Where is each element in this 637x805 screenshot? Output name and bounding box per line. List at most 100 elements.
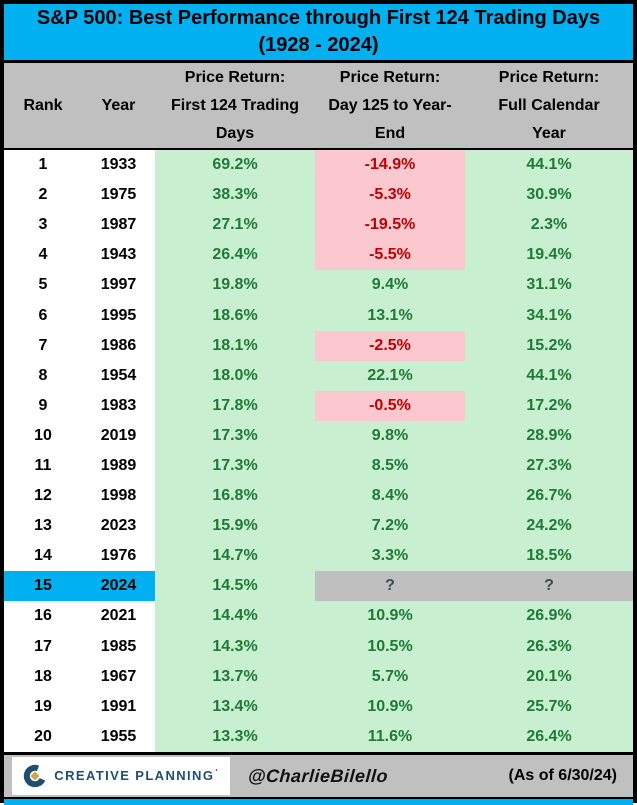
header-line: Year [532,124,566,142]
day-125-to-year-end-return-cell: 8.4% [315,481,465,512]
author-handle: @CharlieBilello [247,765,389,786]
page-title-subrange: (1928 - 2024) [258,34,379,56]
year-cell: 1989 [82,450,155,482]
day-125-to-year-end-return-cell: 9.4% [315,270,465,301]
column-header-year-label: Year [101,96,136,114]
rank-cell: 19 [4,691,82,722]
creative-planning-c-icon [24,764,47,788]
table-row: 9 1983 17.8% -0.5% 17.2% [4,390,633,421]
year-cell: 1954 [82,360,155,391]
year-cell: 1975 [82,180,155,211]
table-row: 2 1975 38.3% -5.3% 30.9% [4,180,633,211]
page-title: S&P 500: Best Performance through First … [36,7,601,29]
full-calendar-year-return-cell: 25.7% [465,691,633,722]
footer-band: CREATIVE PLANNING' @CharlieBilello (As o… [4,751,633,799]
first-124-days-return-cell: 69.2% [155,150,315,181]
full-calendar-year-return-cell: ? [465,571,633,602]
day-125-to-year-end-return-cell: 8.5% [315,450,465,482]
full-calendar-year-return-cell: 31.1% [465,270,633,301]
rank-cell: 1 [4,150,82,181]
first-124-days-return-cell: 14.3% [155,631,315,662]
year-cell: 1991 [82,691,155,722]
full-calendar-year-return-cell: 44.1% [465,150,633,181]
rank-cell: 15 [4,571,82,602]
year-cell: 2021 [82,601,155,632]
day-125-to-year-end-return-cell: -14.9% [315,150,465,181]
day-125-to-year-end-return-cell: 13.1% [315,300,465,331]
table-row: 7 1986 18.1% -2.5% 15.2% [4,330,633,361]
rank-cell: 7 [4,330,82,361]
header-line: Day 125 to Year- [328,96,452,114]
rank-cell: 3 [4,210,82,241]
title-band: S&P 500: Best Performance through First … [4,4,633,63]
first-124-days-return-cell: 18.0% [155,360,315,391]
first-124-days-return-cell: 17.8% [155,390,315,421]
day-125-to-year-end-return-cell: 9.8% [315,420,465,451]
day-125-to-year-end-return-cell: 11.6% [315,721,465,752]
rank-cell: 10 [4,420,82,451]
header-line: Price Return: [498,68,600,86]
year-cell: 1983 [82,390,155,421]
year-cell: 2024 [82,571,155,602]
header-line: End [374,124,406,142]
table-row: 10 2019 17.3% 9.8% 28.9% [4,420,633,451]
table-row: 4 1943 26.4% -5.5% 19.4% [4,240,633,271]
full-calendar-year-return-cell: 28.9% [465,420,633,451]
day-125-to-year-end-return-cell: -5.5% [315,240,465,271]
rank-cell: 17 [4,631,82,662]
year-cell: 1933 [82,150,155,181]
column-header-rank-label: Rank [23,96,63,114]
year-cell: 1976 [82,541,155,572]
table-row: 20 1955 13.3% 11.6% 26.4% [4,721,633,752]
rank-cell: 12 [4,481,82,512]
full-calendar-year-return-cell: 15.2% [465,330,633,361]
day-125-to-year-end-return-cell: 10.5% [315,631,465,662]
column-header-first-124-days: Price Return: First 124 Trading Days [155,63,315,148]
day-125-to-year-end-return-cell: ? [315,571,465,602]
first-124-days-return-cell: 18.1% [155,330,315,361]
day-125-to-year-end-return-cell: -2.5% [315,330,465,361]
brand-name-text: CREATIVE PLANNING [54,768,215,784]
full-calendar-year-return-cell: 18.5% [465,541,633,572]
full-calendar-year-return-cell: 44.1% [465,360,633,391]
brand-name: CREATIVE PLANNING' [54,768,218,783]
rank-cell: 6 [4,300,82,331]
year-cell: 1955 [82,721,155,752]
first-124-days-return-cell: 16.8% [155,481,315,512]
year-cell: 1998 [82,481,155,512]
first-124-days-return-cell: 19.8% [155,270,315,301]
header-line: Full Calendar [498,96,600,114]
year-cell: 2019 [82,420,155,451]
table-row: 12 1998 16.8% 8.4% 26.7% [4,481,633,512]
rank-cell: 16 [4,601,82,632]
day-125-to-year-end-return-cell: 5.7% [315,661,465,692]
first-124-days-return-cell: 17.3% [155,420,315,451]
rank-cell: 20 [4,721,82,752]
column-header-year: Year [82,63,155,148]
column-header-day-125-to-year-end: Price Return: Day 125 to Year- End [315,63,465,148]
as-of-date: (As of 6/30/24) [508,766,617,784]
table-row: 19 1991 13.4% 10.9% 25.7% [4,691,633,722]
table-row: 8 1954 18.0% 22.1% 44.1% [4,360,633,391]
creative-planning-logo: CREATIVE PLANNING' [12,756,230,795]
table-row: 17 1985 14.3% 10.5% 26.3% [4,631,633,662]
table-row: 16 2021 14.4% 10.9% 26.9% [4,601,633,632]
day-125-to-year-end-return-cell: 3.3% [315,541,465,572]
header-line: Price Return: [339,68,441,86]
year-cell: 1995 [82,300,155,331]
first-124-days-return-cell: 26.4% [155,240,315,271]
full-calendar-year-return-cell: 20.1% [465,661,633,692]
day-125-to-year-end-return-cell: 22.1% [315,360,465,391]
header-line: First 124 Trading [170,96,300,114]
day-125-to-year-end-return-cell: -0.5% [315,390,465,421]
full-calendar-year-return-cell: 26.3% [465,631,633,662]
first-124-days-return-cell: 14.4% [155,601,315,632]
day-125-to-year-end-return-cell: 10.9% [315,691,465,722]
full-calendar-year-return-cell: 17.2% [465,390,633,421]
rank-cell: 8 [4,360,82,391]
year-cell: 2023 [82,511,155,542]
full-calendar-year-return-cell: 26.9% [465,601,633,632]
year-cell: 1943 [82,240,155,271]
rank-cell: 11 [4,450,82,482]
